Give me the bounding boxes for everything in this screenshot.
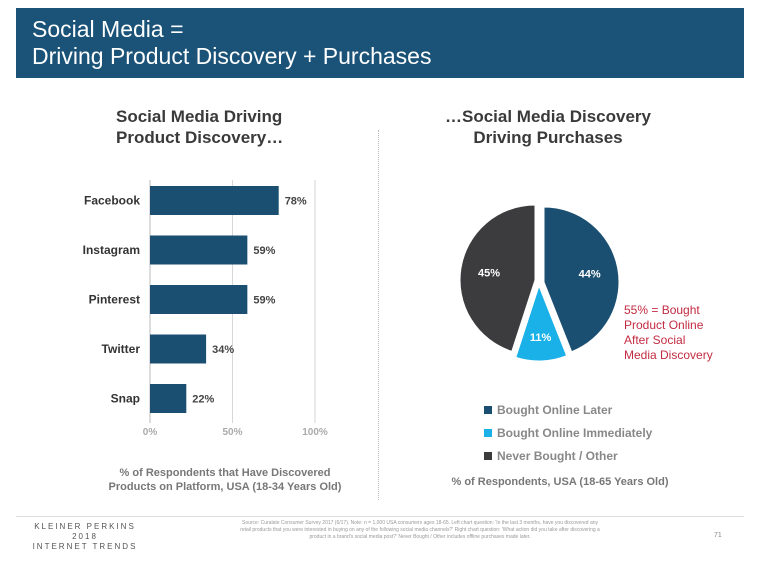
legend-swatch xyxy=(484,428,492,437)
category-label: Instagram xyxy=(83,243,140,257)
footer-rule xyxy=(16,516,744,517)
legend-label: Bought Online Immediately xyxy=(497,425,653,440)
x-tick-label: 0% xyxy=(143,427,158,438)
legend-item-never-bought: Never Bought / Other xyxy=(484,444,714,467)
logo-line3: INTERNET TRENDS xyxy=(32,542,138,551)
legend-swatch xyxy=(484,405,492,414)
bar-pinterest xyxy=(150,285,248,314)
right-chart-title-line2: Driving Purchases xyxy=(473,128,623,147)
right-chart-caption: % of Respondents, USA (18-65 Years Old) xyxy=(451,476,669,488)
pie-value-label: 45% xyxy=(478,268,500,280)
category-label: Twitter xyxy=(102,342,141,356)
legend-label: Never Bought / Other xyxy=(497,448,618,463)
logo-line2: 2018 xyxy=(72,532,98,541)
legend-item-bought-immediately: Bought Online Immediately xyxy=(484,421,714,444)
bar-value-label: 78% xyxy=(285,196,307,208)
bar-value-label: 22% xyxy=(192,394,214,406)
header-title-line2: Driving Product Discovery + Purchases xyxy=(32,43,432,69)
bar-snap xyxy=(150,384,187,413)
left-chart-caption: % of Respondents that Have Discovered Pr… xyxy=(100,466,350,494)
page-number: 71 xyxy=(714,532,722,539)
pie-slice-bought-later xyxy=(543,206,620,353)
left-caption-line1: % of Respondents that Have Discovered xyxy=(119,467,331,479)
annotation-line: Media Discovery xyxy=(624,348,713,362)
kleiner-perkins-logo: KLEINER PERKINS 2018 INTERNET TRENDS xyxy=(30,522,140,552)
category-label: Facebook xyxy=(84,194,140,208)
bar-value-label: 59% xyxy=(253,245,275,257)
pie-slice-never-bought xyxy=(459,204,536,352)
header-band: Social Media = Driving Product Discovery… xyxy=(16,8,744,78)
legend-item-bought-later: Bought Online Later xyxy=(484,398,714,421)
right-chart-title-line1: …Social Media Discovery xyxy=(445,107,651,126)
x-tick-label: 50% xyxy=(222,427,242,438)
source-note: Source: Curalate Consumer Survey 2017 (6… xyxy=(240,520,600,540)
bar-value-label: 59% xyxy=(253,295,275,307)
pie-value-label: 44% xyxy=(579,268,601,280)
pie-value-label: 11% xyxy=(530,332,552,344)
annotation-line: After Social xyxy=(624,333,686,347)
category-label: Snap xyxy=(111,392,140,406)
header-title-line1: Social Media = xyxy=(32,16,184,42)
pie-legend: Bought Online Later Bought Online Immedi… xyxy=(484,398,714,467)
bar-facebook xyxy=(150,186,279,215)
bar-instagram xyxy=(150,235,248,265)
left-chart-title: Social Media Driving Product Discovery… xyxy=(96,106,336,148)
right-chart-title: …Social Media Discovery Driving Purchase… xyxy=(420,106,676,148)
annotation-line: 55% = Bought xyxy=(624,303,700,317)
chart-divider xyxy=(378,130,379,500)
x-tick-label: 100% xyxy=(302,427,328,438)
legend-swatch xyxy=(484,451,492,460)
annotation-line: Product Online xyxy=(624,318,704,332)
purchase-annotation: 55% = Bought Product Online After Social… xyxy=(624,303,744,363)
pie-slice-bought-immediately xyxy=(515,284,568,362)
bar-value-label: 34% xyxy=(212,344,234,356)
left-chart-title-line2: Product Discovery… xyxy=(116,128,284,147)
category-label: Pinterest xyxy=(89,293,140,307)
bar-twitter xyxy=(150,334,207,364)
pie-marks: 44% 11% 45% xyxy=(459,204,620,362)
legend-label: Bought Online Later xyxy=(497,402,613,417)
bar-marks: Facebook 78% Instagram 59% Pinterest 59% Twitt… xyxy=(83,186,307,413)
left-chart-title-line1: Social Media Driving xyxy=(116,107,283,126)
logo-line1: KLEINER PERKINS xyxy=(34,522,136,531)
left-caption-line2: Products on Platform, USA (18-34 Years O… xyxy=(108,481,342,493)
